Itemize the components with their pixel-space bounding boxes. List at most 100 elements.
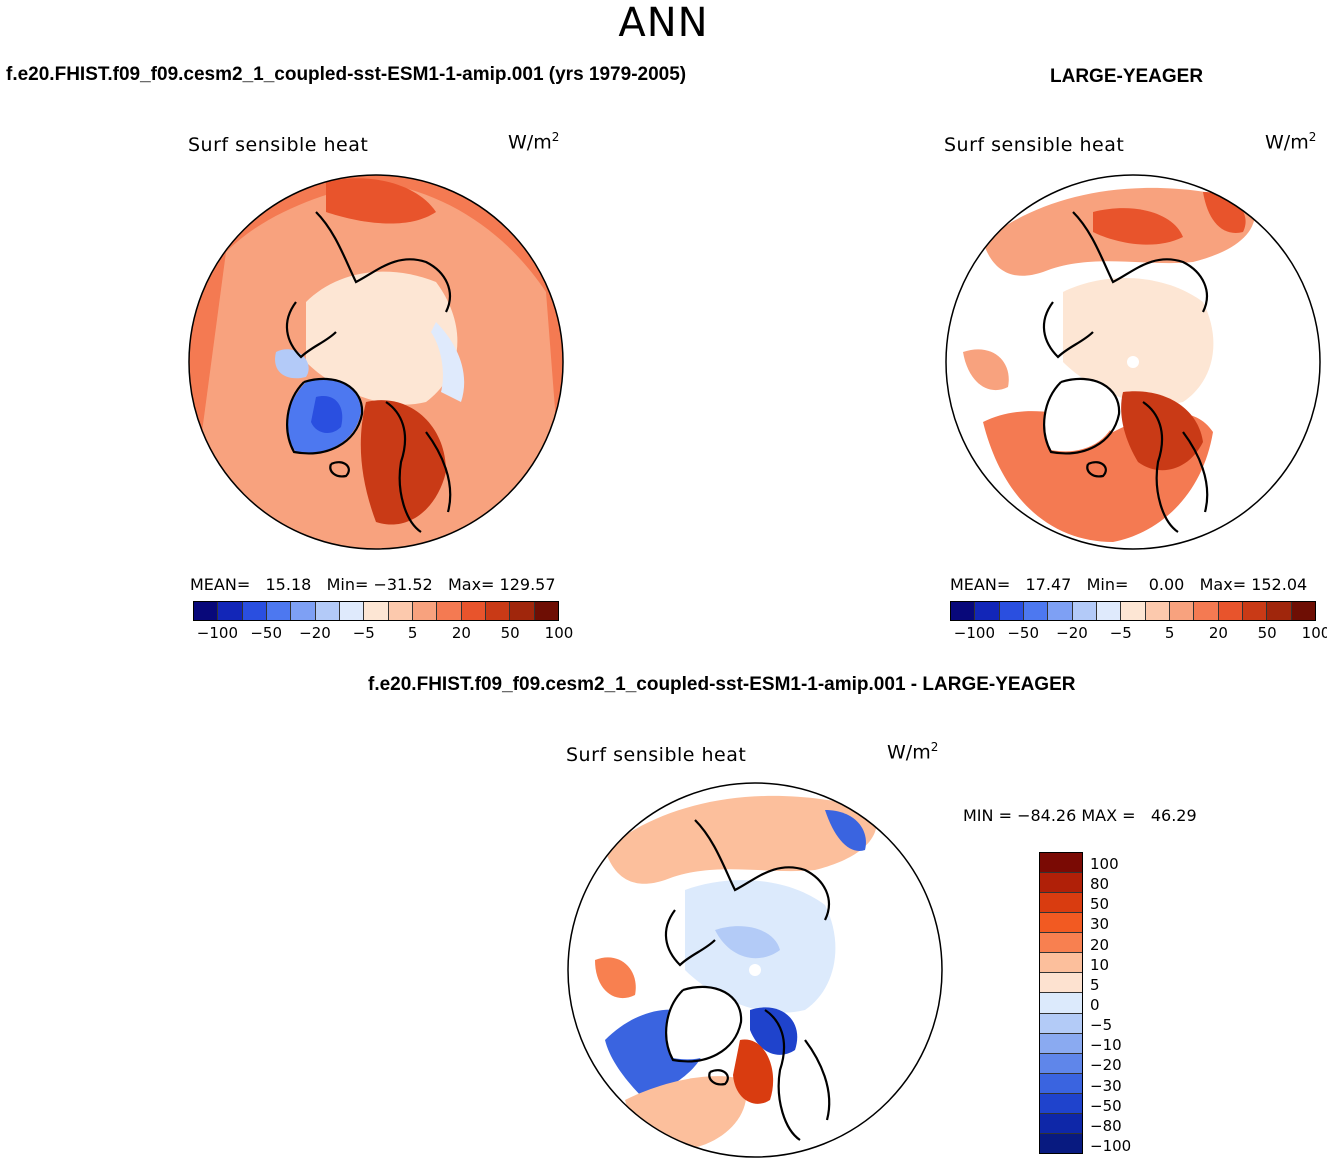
diff-colorbar-label: 80 [1090, 875, 1110, 894]
right-colorbar-box [951, 602, 976, 620]
right-colorbar-box [975, 602, 1000, 620]
diff-field-title: Surf sensible heat [566, 744, 747, 766]
diff-colorbar-label: 5 [1090, 975, 1100, 994]
diff-field-patch-siberia-coast [605, 795, 877, 884]
diff-colorbar-box [1040, 993, 1082, 1014]
left-colorbar-ticks: −100 −50 −20 −5 5 20 50 100 [193, 624, 574, 646]
left-colorbar-box [291, 602, 316, 620]
diff-colorbar-label: 20 [1090, 935, 1110, 954]
diff-colorbar-label: 100 [1090, 855, 1119, 874]
left-colorbar-box [339, 602, 365, 620]
diff-colorbar-box [1040, 1073, 1082, 1094]
left-colorbar-box [461, 602, 486, 620]
right-colorbar-box [1145, 602, 1170, 620]
left-colorbar-box [218, 602, 243, 620]
diff-colorbar-box [1040, 1053, 1082, 1074]
left-colorbar-box [194, 602, 219, 620]
right-colorbar-box [1121, 602, 1146, 620]
diff-coastlines [664, 819, 831, 1141]
right-field-patch-hudson [963, 349, 1009, 391]
right-colorbar-box [1218, 602, 1243, 620]
diff-colorbar-box [1040, 953, 1082, 974]
left-field-title: Surf sensible heat [188, 134, 369, 156]
left-polar-map [188, 174, 564, 550]
right-colorbar-tick-label: −5 [1109, 624, 1132, 642]
right-colorbar-tick-label: −50 [1007, 624, 1040, 642]
diff-colorbar-labels: 100 80 50 30 20 10 5 0 −5 −10 −20 −30 −50 −80 −100 [1090, 852, 1150, 1155]
left-case-title: f.e20.FHIST.f09_f09.cesm2_1_coupled-sst-… [6, 64, 687, 85]
left-units: W/m2 [508, 130, 560, 154]
right-colorbar-box [999, 602, 1024, 620]
left-field-patch-nordic-seas [360, 400, 446, 525]
right-arctic-ocean [1063, 278, 1214, 405]
right-field-patch-siberia-core [1093, 208, 1183, 245]
diff-field-patch-nordic-seas [733, 1039, 774, 1104]
diff-colorbar-box [1040, 1133, 1082, 1153]
left-colorbar-tick-label: 20 [451, 624, 471, 642]
right-colorbar-box [1169, 602, 1195, 620]
right-coastlines [1042, 211, 1209, 533]
right-map-boundary [945, 174, 1321, 550]
diff-field-patch-hudson [595, 957, 636, 999]
right-colorbar-tick-label: 20 [1208, 624, 1228, 642]
right-colorbar-box [1072, 602, 1097, 620]
right-colorbar-tick-label: −100 [953, 624, 995, 642]
right-colorbar-box [1048, 602, 1073, 620]
left-colorbar [193, 601, 559, 621]
left-greenland-core [311, 396, 343, 434]
diff-polar-map [567, 782, 943, 1158]
left-colorbar-box [315, 602, 340, 620]
left-map-boundary [188, 174, 564, 550]
left-colorbar-box [412, 602, 438, 620]
right-colorbar-tick-label: 5 [1164, 624, 1175, 642]
right-colorbar-tick-label: −20 [1056, 624, 1088, 642]
diff-greenland-blank [666, 986, 741, 1060]
diff-case-title: f.e20.FHIST.f09_f09.cesm2_1_coupled-sst-… [368, 674, 1076, 695]
right-units: W/m2 [1265, 130, 1317, 154]
right-colorbar-ticks: −100 −50 −20 −5 5 20 50 100 [950, 624, 1327, 646]
diff-colorbar-label: 50 [1090, 895, 1110, 914]
right-colorbar-box [1023, 602, 1049, 620]
left-colorbar-box [485, 602, 511, 620]
left-colorbar-box [510, 602, 535, 620]
right-pole-hole [1127, 356, 1139, 368]
right-colorbar-box [1242, 602, 1268, 620]
right-colorbar [950, 601, 1316, 621]
diff-colorbar-box [1040, 893, 1082, 914]
diff-colorbar-label: −10 [1090, 1036, 1122, 1055]
left-colorbar-box [534, 602, 558, 620]
diff-colorbar-label: −80 [1090, 1116, 1122, 1135]
left-colorbar-tick-label: −100 [196, 624, 238, 642]
right-colorbar-tick-label: 100 [1301, 624, 1327, 642]
right-field-title: Surf sensible heat [944, 134, 1125, 156]
diff-colorbar-box [1040, 1013, 1082, 1034]
left-field-patch-sea-ice [431, 322, 465, 402]
diff-colorbar-label: −5 [1090, 1016, 1113, 1035]
diff-colorbar-box [1040, 913, 1082, 934]
left-colorbar-tick-label: 5 [407, 624, 418, 642]
right-colorbar-box [1194, 602, 1219, 620]
diff-colorbar-label: −30 [1090, 1076, 1122, 1095]
left-colorbar-box [364, 602, 389, 620]
diff-units: W/m2 [887, 740, 939, 764]
season-title: ANN [618, 0, 709, 46]
diff-colorbar-label: −100 [1090, 1136, 1132, 1155]
diff-field-patch-fram-strait [750, 1007, 798, 1055]
right-colorbar-box [1267, 602, 1292, 620]
left-colorbar-tick-label: 100 [544, 624, 574, 642]
diff-colorbar-box [1040, 1093, 1082, 1114]
left-colorbar-tick-label: −20 [299, 624, 331, 642]
diff-colorbar-label: 0 [1090, 996, 1100, 1014]
diff-colorbar-label: 10 [1090, 955, 1110, 974]
diff-pole-hole [749, 964, 761, 976]
diff-colorbar-box [1040, 853, 1082, 874]
diff-colorbar [1039, 852, 1083, 1154]
diff-colorbar-box [1040, 973, 1082, 994]
diff-colorbar-box [1040, 1113, 1082, 1134]
right-colorbar-box [1291, 602, 1315, 620]
left-colorbar-tick-label: −50 [250, 624, 283, 642]
left-colorbar-tick-label: −5 [352, 624, 375, 642]
left-colorbar-box [437, 602, 462, 620]
diff-colorbar-label: 30 [1090, 915, 1110, 934]
diff-colorbar-box [1040, 873, 1082, 894]
